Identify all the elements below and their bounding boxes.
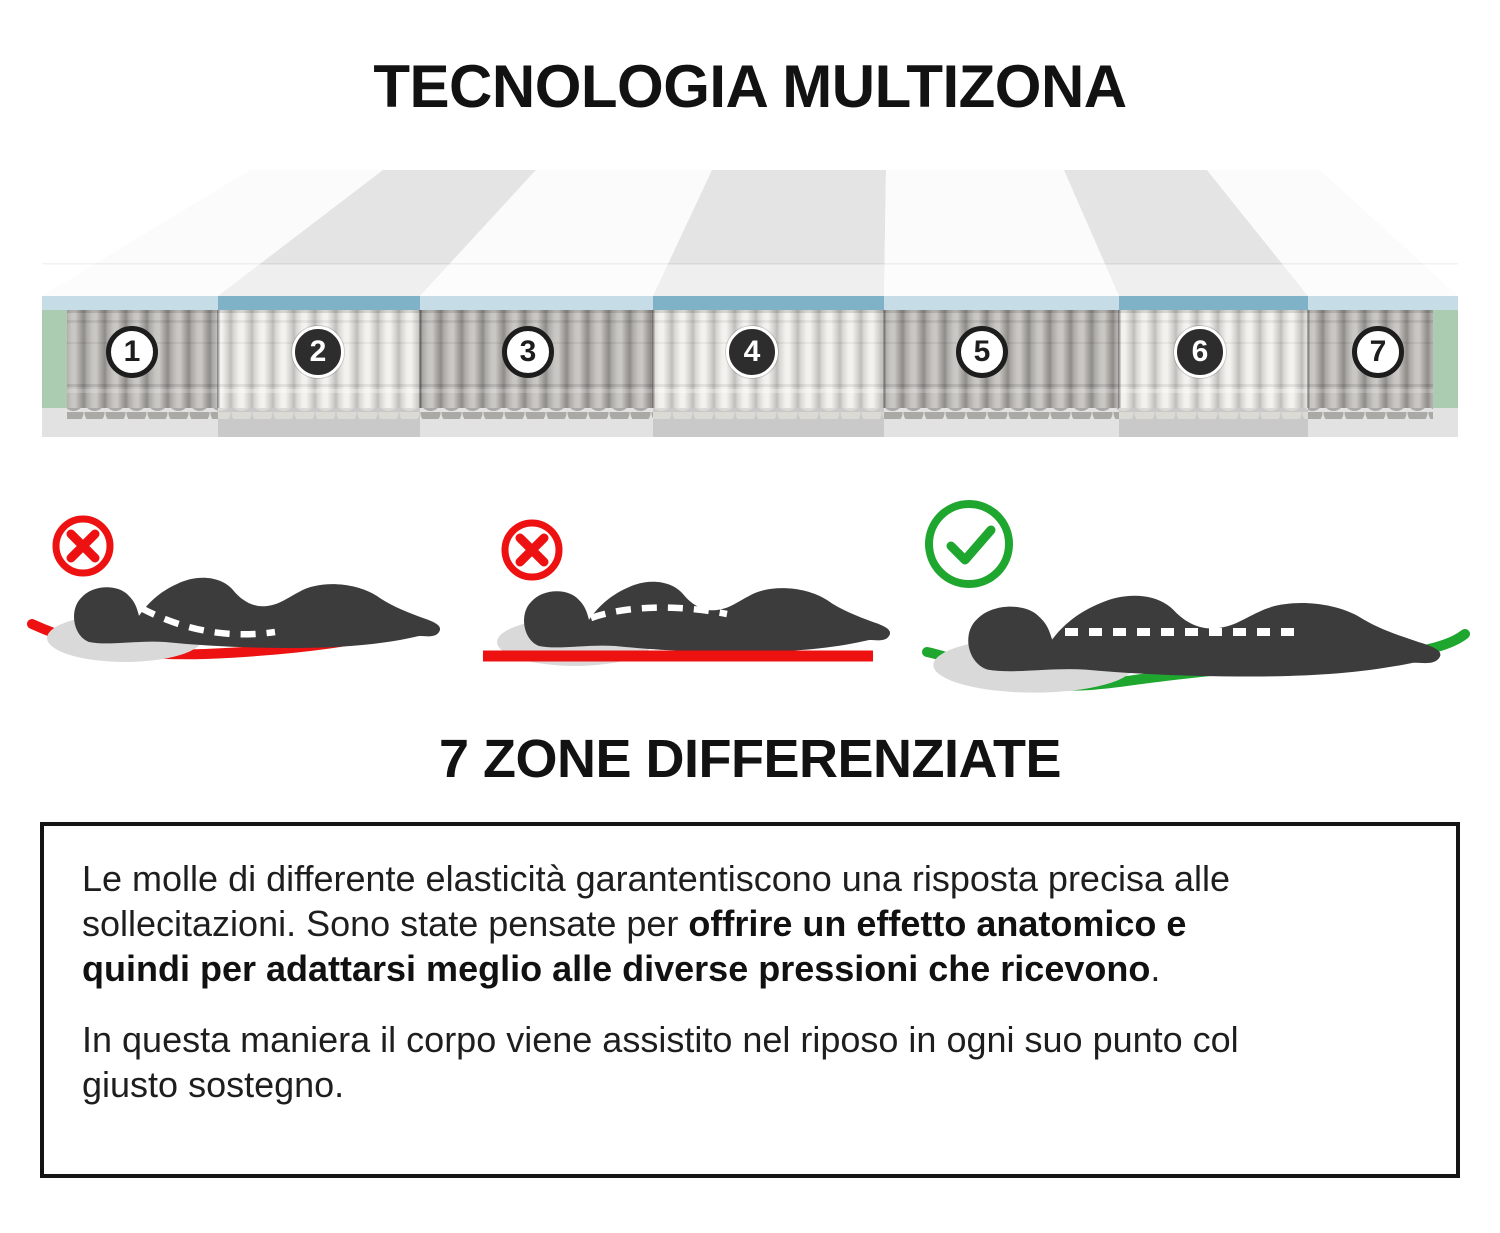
- mattress-svg: [42, 170, 1458, 437]
- zone-badge-4: 4: [726, 326, 778, 378]
- spring-zones: [67, 310, 1433, 419]
- zone-badge-2: 2: [292, 326, 344, 378]
- mattress-illustration: [0, 160, 1500, 450]
- side-edge-right: [1433, 310, 1458, 408]
- figure-wrong-soft: [27, 515, 441, 662]
- info-paragraph-2: In questa maniera il corpo viene assisti…: [82, 1019, 1239, 1105]
- spine-line-sagging: [139, 605, 276, 638]
- info-paragraph-1: Le molle di differente elasticità garant…: [82, 856, 1277, 991]
- info-paragraph-1-bold: offrire un effetto anatomico e quindi pe…: [82, 903, 1187, 989]
- zone-badge-3: 3: [502, 326, 554, 378]
- figure-wrong-firm: [483, 519, 891, 666]
- check-icon: [925, 500, 1013, 588]
- side-edge-left: [42, 310, 67, 408]
- info-paragraph-1-period: .: [1150, 948, 1161, 989]
- zone-badge-1: 1: [106, 326, 158, 378]
- zone-badge-5: 5: [956, 326, 1008, 378]
- cross-icon: [52, 515, 114, 577]
- info-box: Le molle di differente elasticità garant…: [40, 822, 1460, 1178]
- cross-icon: [501, 519, 563, 581]
- figure-right-multizone: [922, 500, 1470, 693]
- zone-badge-7: 7: [1352, 326, 1404, 378]
- mattress-top-surface: [42, 170, 1458, 296]
- info-paragraph-1-regular: Le molle di differente elasticità garant…: [82, 858, 1231, 944]
- main-title: TECNOLOGIA MULTIZONA: [373, 53, 1127, 120]
- zone-badge-6: 6: [1174, 326, 1226, 378]
- comfort-layer-stripe: [42, 296, 1458, 310]
- subheading: 7 ZONE DIFFERENZIATE: [438, 729, 1062, 789]
- spine-line-arched: [589, 604, 728, 622]
